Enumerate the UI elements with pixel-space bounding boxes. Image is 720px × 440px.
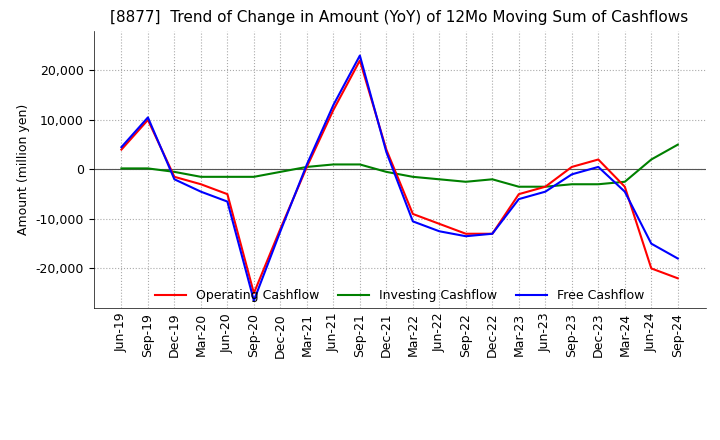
Y-axis label: Amount (million yen): Amount (million yen) [17, 104, 30, 235]
Operating Cashflow [621, 184, 629, 189]
Investing Cashflow [356, 162, 364, 167]
Line: Free Cashflow: Free Cashflow [122, 55, 678, 301]
Free Cashflow [329, 103, 338, 108]
Investing Cashflow [329, 162, 338, 167]
Investing Cashflow [197, 174, 205, 180]
Free Cashflow [567, 172, 576, 177]
Free Cashflow [594, 164, 603, 169]
Operating Cashflow [276, 226, 284, 231]
Investing Cashflow [143, 166, 152, 171]
Investing Cashflow [250, 174, 258, 180]
Free Cashflow [302, 162, 311, 167]
Operating Cashflow [197, 182, 205, 187]
Investing Cashflow [515, 184, 523, 189]
Free Cashflow [197, 189, 205, 194]
Legend: Operating Cashflow, Investing Cashflow, Free Cashflow: Operating Cashflow, Investing Cashflow, … [150, 284, 649, 307]
Free Cashflow [382, 150, 391, 155]
Operating Cashflow [223, 191, 232, 197]
Operating Cashflow [567, 164, 576, 169]
Investing Cashflow [594, 182, 603, 187]
Investing Cashflow [223, 174, 232, 180]
Investing Cashflow [541, 184, 549, 189]
Investing Cashflow [488, 176, 497, 182]
Operating Cashflow [117, 147, 126, 152]
Investing Cashflow [170, 169, 179, 175]
Free Cashflow [462, 234, 470, 239]
Investing Cashflow [408, 174, 417, 180]
Operating Cashflow [673, 275, 682, 281]
Free Cashflow [117, 144, 126, 150]
Line: Investing Cashflow: Investing Cashflow [122, 145, 678, 187]
Free Cashflow [408, 219, 417, 224]
Free Cashflow [276, 229, 284, 234]
Investing Cashflow [302, 164, 311, 169]
Investing Cashflow [673, 142, 682, 147]
Title: [8877]  Trend of Change in Amount (YoY) of 12Mo Moving Sum of Cashflows: [8877] Trend of Change in Amount (YoY) o… [110, 11, 689, 26]
Investing Cashflow [647, 157, 656, 162]
Operating Cashflow [435, 221, 444, 227]
Line: Operating Cashflow: Operating Cashflow [122, 60, 678, 293]
Operating Cashflow [462, 231, 470, 236]
Investing Cashflow [567, 182, 576, 187]
Operating Cashflow [541, 184, 549, 189]
Operating Cashflow [488, 231, 497, 236]
Investing Cashflow [117, 166, 126, 171]
Free Cashflow [435, 229, 444, 234]
Operating Cashflow [515, 191, 523, 197]
Operating Cashflow [329, 107, 338, 113]
Operating Cashflow [408, 211, 417, 216]
Operating Cashflow [647, 266, 656, 271]
Investing Cashflow [462, 179, 470, 184]
Free Cashflow [673, 256, 682, 261]
Investing Cashflow [621, 179, 629, 184]
Investing Cashflow [276, 169, 284, 175]
Free Cashflow [223, 199, 232, 204]
Investing Cashflow [382, 169, 391, 175]
Operating Cashflow [356, 58, 364, 63]
Free Cashflow [143, 115, 152, 120]
Operating Cashflow [302, 164, 311, 169]
Operating Cashflow [170, 174, 179, 180]
Operating Cashflow [382, 147, 391, 152]
Free Cashflow [515, 196, 523, 202]
Operating Cashflow [250, 290, 258, 296]
Free Cashflow [488, 231, 497, 236]
Operating Cashflow [594, 157, 603, 162]
Free Cashflow [541, 189, 549, 194]
Operating Cashflow [143, 117, 152, 122]
Investing Cashflow [435, 176, 444, 182]
Free Cashflow [621, 189, 629, 194]
Free Cashflow [170, 176, 179, 182]
Free Cashflow [647, 241, 656, 246]
Free Cashflow [356, 53, 364, 58]
Free Cashflow [250, 298, 258, 303]
